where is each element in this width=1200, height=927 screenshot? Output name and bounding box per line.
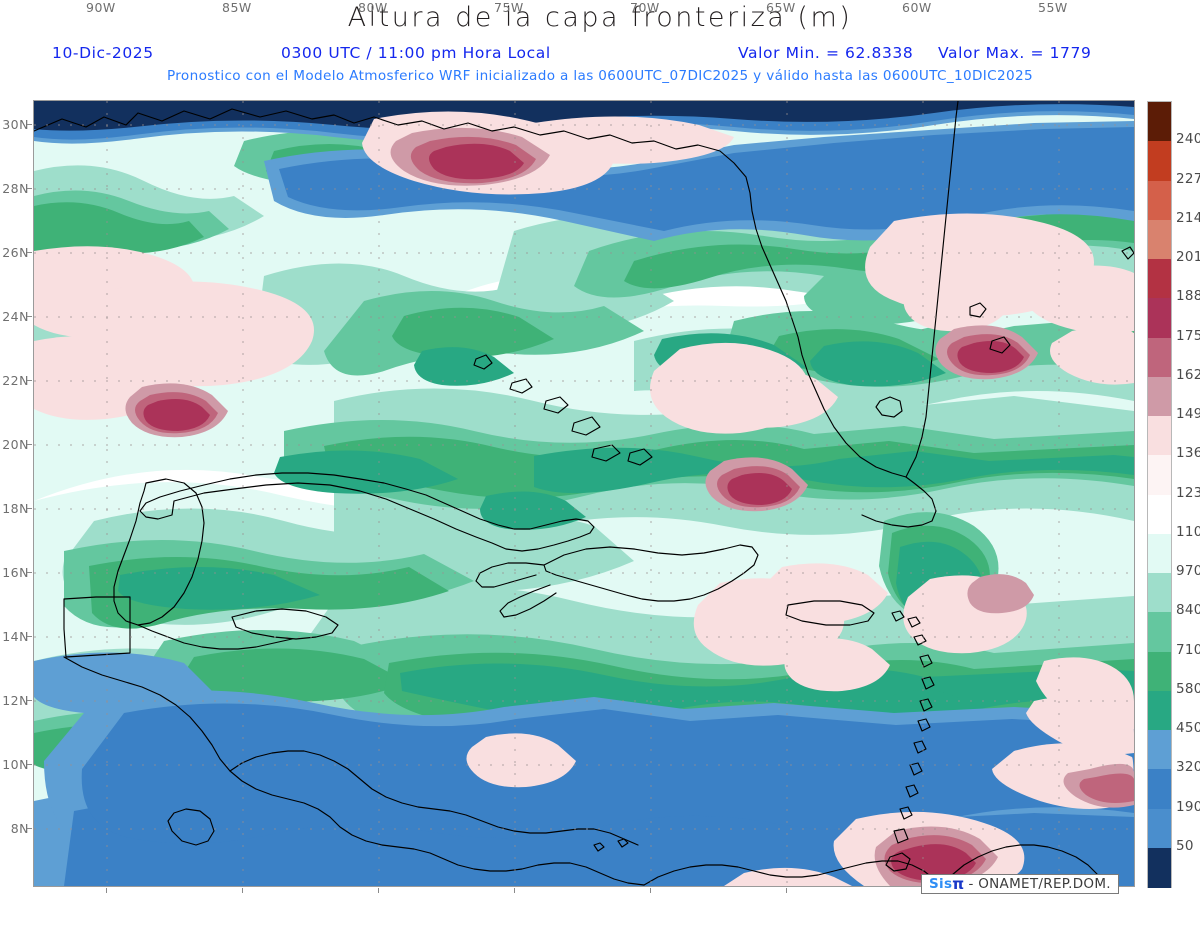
colorbar-tick-label: 450 [1176,720,1200,736]
colorbar-tick-label: 1620 [1176,366,1200,383]
lon-label-70w: 70W [630,0,660,15]
colorbar [1147,101,1172,888]
colorbar-segment [1148,376,1171,417]
colorbar-tick-label: 1490 [1176,406,1200,422]
lat-label-10n: 10N [2,757,29,772]
value-max-label: Valor Max. = 1779 [938,44,1092,62]
lat-label-30n: 30N [2,117,29,132]
lat-label-12n: 12N [2,693,29,708]
colorbar-segment [1148,337,1171,378]
colorbar-tick-label: 190 [1176,798,1200,815]
colorbar-tick-label: 840 [1176,602,1200,619]
model-subtitle: Pronostico con el Modelo Atmosferico WRF… [166,68,1034,84]
lon-label-60w: 60W [902,0,932,15]
logo-onamet-text: - ONAMET/REP.DOM. [968,876,1111,892]
colorbar-tick-label: 2400 [1176,131,1200,148]
colorbar-segment [1148,533,1171,574]
colorbar-tick-label: 2270 [1176,170,1200,187]
contour-field [34,101,1134,886]
lon-label-55w: 55W [1038,0,1068,15]
lat-label-26n: 26N [2,245,29,260]
colorbar-tick-label: 2140 [1176,209,1200,226]
colorbar-tick-label: 970 [1176,563,1200,579]
lat-label-18n: 18N [2,501,29,516]
colorbar-segment [1148,259,1171,299]
lat-label-20n: 20N [2,437,29,452]
colorbar-segment [1148,455,1171,495]
forecast-time: 0300 UTC / 11:00 pm Hora Local [281,44,551,62]
lon-label-85w: 85W [222,0,252,15]
value-min-label: Valor Min. = 62.8338 [738,44,914,62]
colorbar-tick-label: 1100 [1176,523,1200,540]
page-title: Altura de la capa fronteriza (m) [347,2,853,33]
colorbar-tick-label: 1230 [1176,484,1200,501]
colorbar-segment [1148,651,1171,692]
colorbar-tick-label: 1880 [1176,288,1200,305]
colorbar-segment [1148,219,1171,260]
lon-label-80w: 80W [358,0,388,15]
lat-label-14n: 14N [2,629,29,644]
lon-label-65w: 65W [766,0,796,15]
lat-label-24n: 24N [2,309,29,324]
colorbar-segment [1148,102,1171,142]
attribution-logo: Sis π - ONAMET/REP.DOM. [921,874,1119,894]
header-info-line: 10-Dic-2025 0300 UTC / 11:00 pm Hora Loc… [0,44,1200,64]
colorbar-tick-label: 1360 [1176,445,1200,462]
colorbar-segment [1148,730,1171,770]
lat-label-8n: 8N [10,821,29,836]
colorbar-segment [1148,141,1171,181]
colorbar-segment [1148,847,1171,888]
logo-sis-text: Sis [929,876,953,892]
colorbar-tick-label: 2010 [1176,249,1200,265]
colorbar-tick-label: 580 [1176,680,1200,697]
colorbar-segment [1148,416,1171,456]
logo-pi-glyph: π [952,875,965,893]
colorbar-tick-label: 50 [1176,837,1194,854]
lat-label-16n: 16N [2,565,29,580]
colorbar-segment [1148,769,1171,809]
lat-label-28n: 28N [2,181,29,196]
colorbar-segment [1148,690,1171,731]
colorbar-segment [1148,494,1171,535]
colorbar-tick-label: 320 [1176,759,1200,776]
colorbar-segment [1148,298,1171,338]
map-plot-area [33,100,1135,887]
colorbar-tick-label: 710 [1176,641,1200,658]
colorbar-segment [1148,180,1171,221]
lon-label-90w: 90W [86,0,116,15]
lat-label-22n: 22N [2,373,29,388]
forecast-date: 10-Dic-2025 [52,44,154,62]
colorbar-segment [1148,612,1171,652]
colorbar-segment [1148,573,1171,613]
colorbar-tick-label: 1750 [1176,327,1200,344]
colorbar-segment [1148,808,1171,849]
lon-label-75w: 75W [494,0,524,15]
